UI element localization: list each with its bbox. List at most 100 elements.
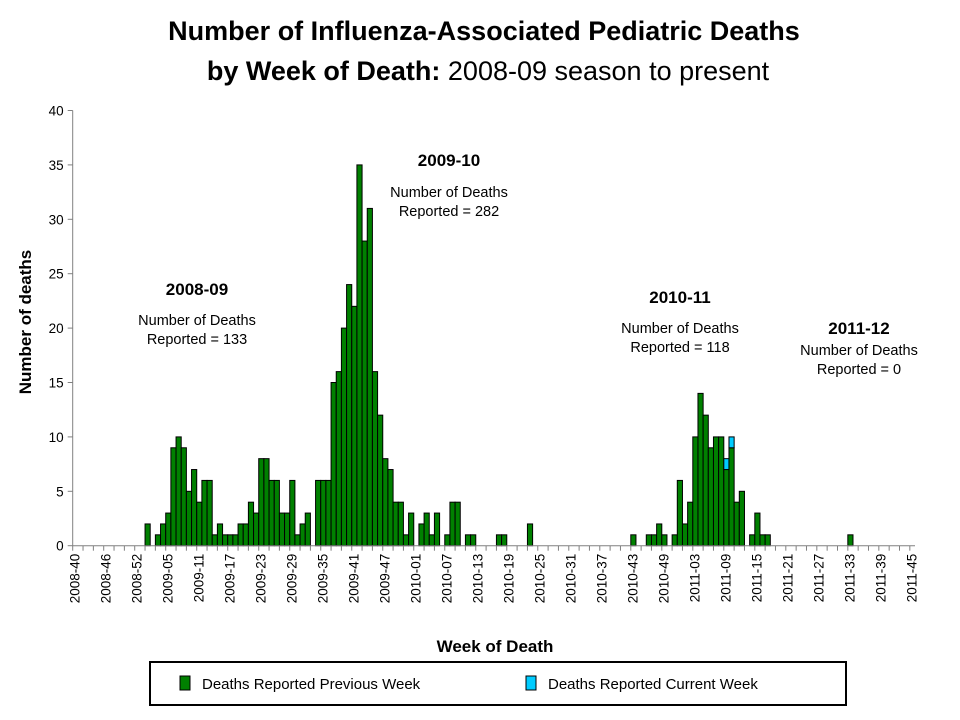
bar-previous-week bbox=[160, 523, 167, 547]
bar-previous-week bbox=[454, 501, 461, 547]
bar-previous-week bbox=[764, 534, 771, 547]
bar-previous-week bbox=[707, 447, 714, 547]
annotation-season: 2009-10 bbox=[418, 151, 480, 170]
annotation-season: 2010-11 bbox=[649, 288, 710, 307]
x-tick-label: 2010-13 bbox=[470, 554, 485, 604]
x-tick-label: 2009-23 bbox=[253, 554, 268, 604]
bar-previous-week bbox=[681, 523, 689, 547]
bar-previous-week bbox=[144, 523, 151, 547]
bar-previous-week bbox=[408, 512, 415, 547]
bar-previous-week bbox=[232, 534, 239, 547]
x-tick-label: 2009-11 bbox=[191, 554, 206, 603]
y-tick-label: 0 bbox=[56, 539, 64, 554]
bar-previous-week bbox=[402, 534, 410, 547]
annotation-line1: Number of Deaths bbox=[621, 321, 739, 337]
bar-previous-week bbox=[526, 523, 534, 547]
y-tick-label: 5 bbox=[56, 484, 64, 499]
bar-current-week bbox=[728, 436, 735, 449]
bar-previous-week bbox=[723, 469, 730, 547]
x-tick-label: 2010-31 bbox=[563, 554, 578, 604]
bar-previous-week bbox=[263, 458, 270, 547]
annotation-season: 2008-09 bbox=[166, 280, 228, 299]
bar-previous-week bbox=[154, 534, 162, 547]
annotation-line2: Reported = 0 bbox=[817, 362, 901, 378]
bar-previous-week bbox=[284, 512, 291, 547]
x-tick-label: 2011-09 bbox=[718, 554, 733, 603]
y-tick-label: 40 bbox=[49, 104, 64, 119]
y-tick-label: 30 bbox=[49, 212, 64, 227]
bar-previous-week bbox=[377, 414, 384, 547]
legend-box bbox=[149, 661, 847, 706]
bar-previous-week bbox=[356, 164, 363, 547]
y-tick-label: 25 bbox=[49, 267, 64, 282]
bar-previous-week bbox=[371, 371, 379, 547]
bar-previous-week bbox=[433, 512, 441, 547]
bar-previous-week bbox=[325, 479, 332, 547]
legend-label-current-week: Deaths Reported Current Week bbox=[548, 676, 758, 693]
bar-previous-week bbox=[749, 534, 756, 547]
bar-previous-week bbox=[351, 305, 358, 547]
bar-previous-week bbox=[268, 479, 275, 547]
bar-previous-week bbox=[392, 501, 399, 547]
legend-label-previous-week: Deaths Reported Previous Week bbox=[202, 676, 421, 693]
bar-previous-week bbox=[650, 534, 658, 547]
bar-previous-week bbox=[501, 534, 508, 547]
y-tick-label: 15 bbox=[49, 376, 64, 391]
bar-previous-week bbox=[728, 447, 735, 547]
chart-title-line1: Number of Influenza-Associated Pediatric… bbox=[168, 16, 800, 46]
x-tick-label: 2010-49 bbox=[656, 554, 671, 604]
x-tick-label: 2011-39 bbox=[873, 554, 888, 603]
x-tick-label: 2009-17 bbox=[222, 554, 237, 604]
x-tick-label: 2010-19 bbox=[501, 554, 516, 604]
bar-previous-week bbox=[227, 534, 234, 547]
bar-previous-week bbox=[428, 534, 435, 547]
x-tick-label: 2011-15 bbox=[749, 554, 764, 603]
annotation-line2: Reported = 282 bbox=[399, 204, 499, 220]
bar-previous-week bbox=[211, 534, 218, 547]
bar-previous-week bbox=[656, 523, 663, 547]
bar-previous-week bbox=[289, 479, 296, 547]
bar-previous-week bbox=[382, 458, 389, 547]
bars-group bbox=[144, 164, 854, 547]
bar-previous-week bbox=[692, 436, 699, 547]
bar-previous-week bbox=[175, 436, 182, 547]
bar-previous-week bbox=[444, 534, 451, 547]
bar-previous-week bbox=[423, 512, 430, 547]
legend-swatch-current-week bbox=[525, 675, 537, 691]
x-tick-label: 2010-25 bbox=[532, 554, 547, 604]
y-tick-label: 35 bbox=[49, 158, 64, 173]
x-tick-label: 2011-21 bbox=[780, 554, 795, 603]
bar-previous-week bbox=[738, 490, 745, 547]
x-tick-label: 2009-05 bbox=[160, 554, 175, 604]
bar-previous-week bbox=[754, 512, 761, 547]
bar-previous-week bbox=[247, 501, 255, 547]
bar-previous-week bbox=[630, 534, 637, 547]
chart-title-rest: 2008-09 season to present bbox=[440, 56, 769, 86]
bar-previous-week bbox=[449, 501, 456, 547]
bar-previous-week bbox=[340, 327, 348, 547]
x-tick-label: 2010-01 bbox=[408, 554, 423, 604]
bar-previous-week bbox=[278, 512, 286, 547]
x-tick-label: 2010-07 bbox=[439, 554, 454, 604]
bar-current-week bbox=[723, 458, 730, 471]
bar-previous-week bbox=[165, 512, 172, 547]
bar-previous-week bbox=[216, 523, 224, 547]
x-tick-label: 2011-33 bbox=[842, 554, 857, 603]
bar-previous-week bbox=[180, 447, 187, 547]
bar-previous-week bbox=[273, 479, 280, 547]
annotation-line2: Reported = 133 bbox=[147, 332, 247, 348]
annotation-line2: Reported = 118 bbox=[630, 340, 729, 356]
y-axis-title: Number of deaths bbox=[16, 250, 35, 395]
bar-previous-week bbox=[733, 501, 740, 547]
x-axis-title: Week of Death bbox=[437, 637, 554, 656]
y-tick-label: 20 bbox=[49, 321, 64, 336]
annotation-line1: Number of Deaths bbox=[138, 313, 256, 329]
annotation-line1: Number of Deaths bbox=[390, 185, 508, 201]
bar-previous-week bbox=[299, 523, 306, 547]
annotation-line1: Number of Deaths bbox=[800, 343, 918, 359]
bar-previous-week bbox=[712, 436, 720, 547]
bar-previous-week bbox=[718, 436, 725, 547]
bar-previous-week bbox=[201, 479, 208, 547]
x-tick-label: 2009-47 bbox=[377, 554, 392, 604]
bar-previous-week bbox=[346, 284, 353, 547]
